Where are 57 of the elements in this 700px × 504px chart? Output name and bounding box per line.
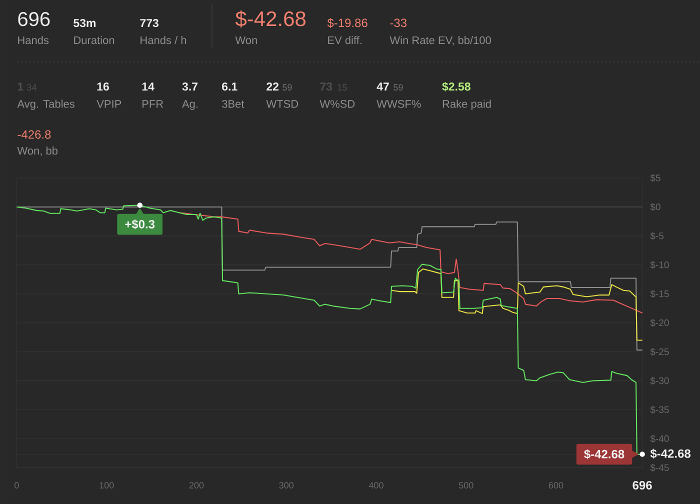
y-tick-label: $0 (650, 203, 660, 211)
text: 53m (74, 18, 96, 28)
text: Win Rate EV, bb/100 (390, 36, 491, 46)
annotation: $-42.68 (584, 449, 624, 460)
y-tick-label: $-35 (650, 406, 669, 414)
text: 3Bet (222, 100, 244, 108)
line-series (178, 212, 643, 314)
text: $-42.68 (235, 10, 306, 28)
y-tick-label: $-42.68 (650, 448, 691, 459)
text: 696 (18, 12, 50, 26)
y-tick-label: $-25 (650, 348, 669, 356)
text: $2.58 (442, 82, 470, 92)
line-series (391, 268, 643, 341)
line-series (16, 206, 643, 351)
x-tick-label: 696 (632, 481, 652, 490)
text: PFR (142, 100, 164, 108)
text: 59 (282, 84, 292, 91)
x-tick-label: 500 (458, 482, 474, 488)
text: Hands / h (140, 36, 186, 44)
text: -33 (390, 18, 407, 28)
annotation: +$0.3 (125, 219, 155, 230)
x-tick-label: 600 (548, 482, 564, 488)
text: Rake paid (442, 100, 491, 110)
x-tick-label: 100 (100, 482, 114, 488)
text: 3.7 (182, 82, 198, 91)
y-tick-label: $-20 (650, 318, 669, 327)
text: 773 (140, 18, 158, 28)
text: WTSD (266, 100, 298, 108)
y-tick-label: $-40 (650, 434, 669, 443)
text: W%SD (320, 100, 355, 108)
x-tick-label: 400 (368, 482, 384, 488)
text: $-19.86 (327, 18, 368, 28)
text: Avg. Tables (17, 100, 74, 110)
y-tick-label: $-45 (650, 464, 669, 472)
x-tick-label: 0 (14, 482, 19, 488)
text: 47 (376, 82, 389, 90)
y-tick-label: $-5 (650, 232, 664, 240)
text: -426.8 (18, 130, 51, 139)
text: Hands (18, 36, 49, 44)
text: 14 (142, 82, 154, 90)
y-tick-label: $-30 (650, 376, 669, 385)
text: 16 (97, 82, 109, 91)
x-tick-label: 300 (279, 482, 294, 488)
text: VPIP (96, 100, 122, 108)
y-tick-label: $-10 (650, 261, 669, 269)
y-tick-label: $5 (650, 174, 660, 182)
text: Ag. (182, 100, 198, 110)
text: WWSF% (376, 100, 421, 108)
text: Won (235, 36, 257, 44)
y-tick-label: $-15 (650, 290, 669, 298)
text: EV diff. (328, 36, 362, 44)
text: 59 (394, 84, 403, 91)
text: 6.1 (222, 82, 238, 91)
x-tick-label: 200 (189, 482, 204, 488)
text: 22 (266, 82, 279, 90)
text: Won, bb (17, 146, 58, 156)
text: Duration (74, 36, 114, 44)
